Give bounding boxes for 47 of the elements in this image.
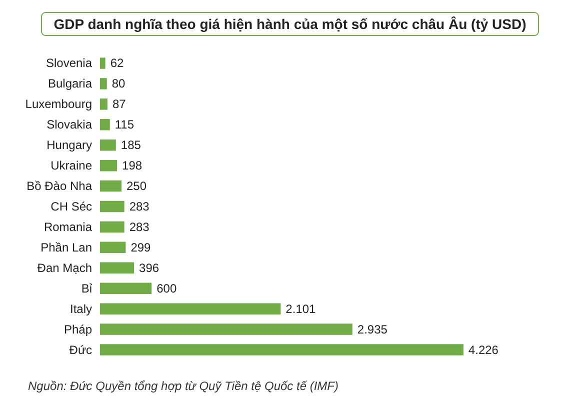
bar [100,78,107,90]
y-tick-label: Luxembourg [25,97,92,112]
y-tick-label: Bulgaria [48,76,92,91]
data-label: 250 [126,179,147,194]
bar [100,303,281,314]
data-label: 87 [112,97,126,112]
y-tick-label: Romania [44,220,92,234]
data-label: 600 [156,281,177,296]
bar [100,282,152,294]
data-label: 185 [120,138,142,152]
bar [100,221,124,233]
bar [100,180,122,192]
bar [100,324,352,335]
chart-title: GDP danh nghĩa theo giá hiện hành của một số nước châu Âu (tỷ USD) [54,16,526,32]
bar [100,139,116,151]
data-label: 198 [122,158,142,173]
y-tick-label: Phần Lan [40,240,92,254]
y-tick-label: Italy [70,302,92,316]
data-label: 283 [129,200,150,214]
data-label: 80 [112,76,126,91]
y-tick-label: Ukraine [50,158,92,173]
y-tick-label: Pháp [64,322,92,336]
bar [100,242,126,254]
bar [100,262,134,274]
bar [100,200,124,212]
data-label: 2.101 [286,302,316,316]
y-tick-label: Đức [69,342,92,357]
y-tick-label: Đan Mạch [37,260,92,275]
data-label: 396 [139,260,160,275]
bar [100,58,106,69]
y-tick-label: Slovakia [46,118,92,132]
text: Nguồn: Đức Quyền tổng hợp từ Quỹ Tiền tệ Quốc tế (IMF) [28,379,338,393]
bar [100,344,464,356]
data-label: 4.226 [468,342,499,357]
data-label: 283 [129,220,150,234]
bar [100,98,108,110]
y-tick-label: Bồ Đào Nha [26,179,92,194]
y-tick-label: CH Séc [50,200,92,214]
data-label: 115 [114,118,134,132]
bar [100,119,110,130]
y-tick-label: Slovenia [46,56,92,70]
y-tick-label: Hungary [46,138,92,152]
data-label: 299 [130,240,152,254]
data-label: 62 [110,56,124,70]
data-label: 2.935 [357,322,388,336]
bar [100,160,118,172]
y-tick-label: Bỉ [81,281,92,296]
